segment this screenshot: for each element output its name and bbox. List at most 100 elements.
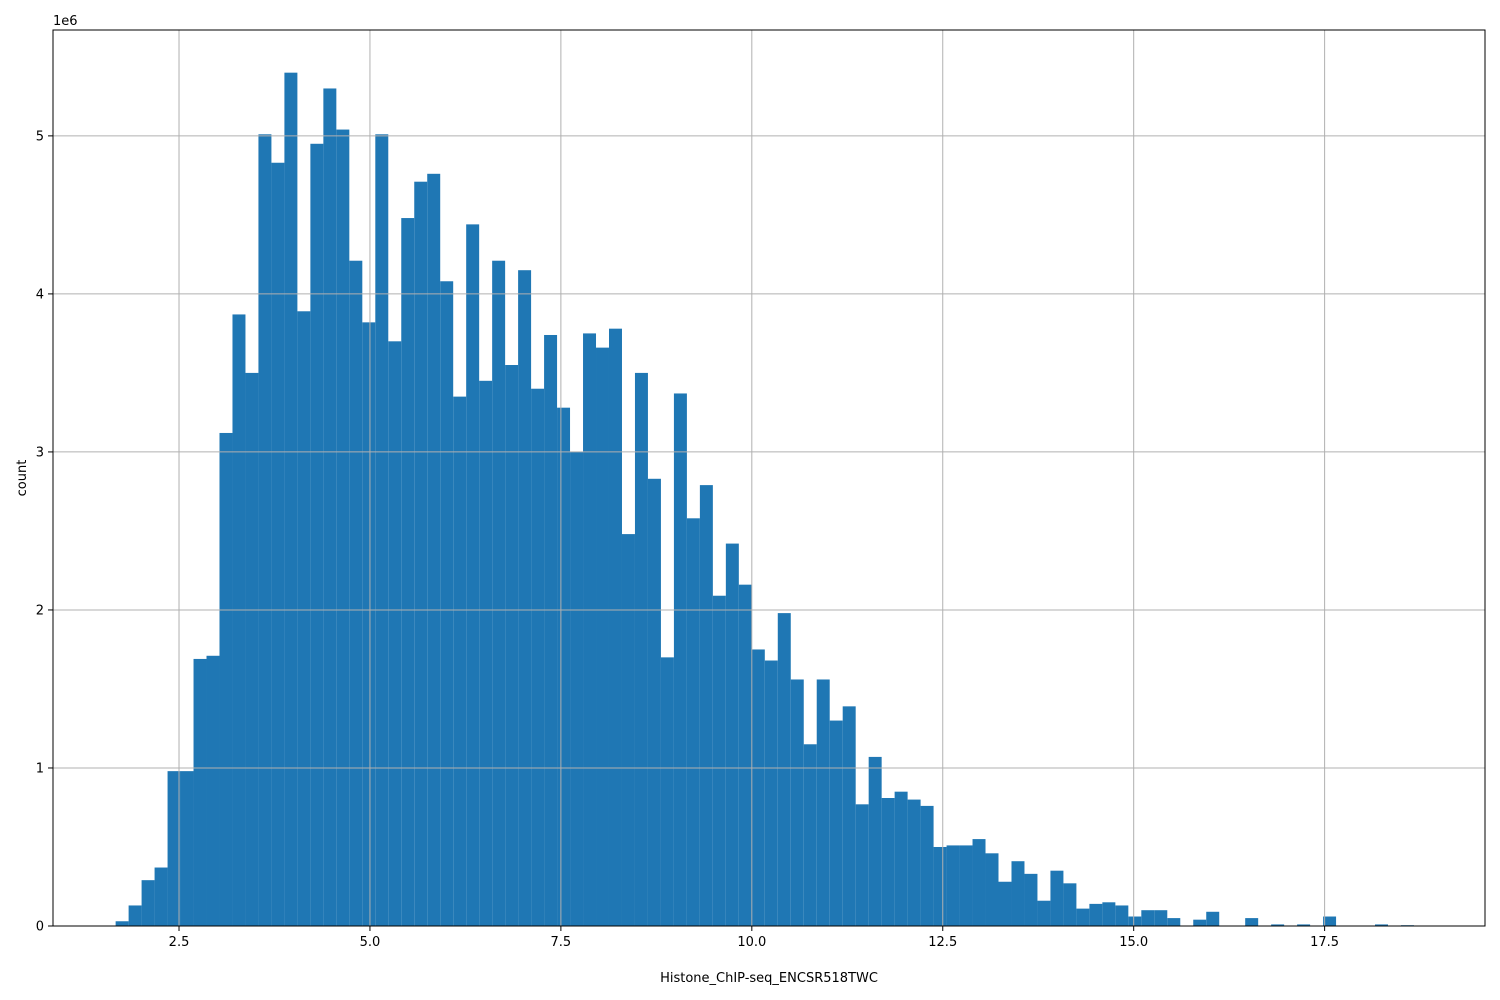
histogram-bar	[699, 485, 713, 926]
x-axis-ticks: 2.5 5.0 7.5 10.0 12.5 15.0 17.5	[169, 926, 1339, 950]
histogram-bar	[816, 679, 830, 926]
histogram-bar	[323, 88, 337, 927]
histogram-bar	[596, 347, 609, 926]
histogram-bar	[660, 657, 674, 926]
histogram-bar	[1375, 924, 1388, 926]
histogram-bar	[492, 260, 506, 927]
histogram-bar	[725, 543, 739, 926]
x-tick-label: 7.5	[551, 935, 572, 950]
histogram-bar	[1141, 910, 1155, 926]
histogram-bar	[154, 867, 168, 926]
histogram-bar	[349, 260, 363, 927]
histogram-bar	[1167, 918, 1181, 926]
histogram-bar	[933, 846, 947, 926]
histogram-bar	[583, 333, 597, 926]
histogram-bar	[570, 451, 584, 926]
y-tick-label: 2	[36, 603, 44, 618]
histogram-bar	[972, 839, 986, 926]
y-tick-label: 0	[36, 920, 44, 935]
histogram-bar	[466, 224, 480, 926]
histogram-bar	[232, 314, 246, 926]
histogram-bar	[894, 791, 908, 926]
histogram-bar	[621, 534, 635, 926]
x-tick-label: 5.0	[360, 935, 381, 950]
histogram-bar	[141, 880, 155, 926]
histogram-bar	[544, 334, 558, 926]
x-tick-label: 15.0	[1119, 935, 1148, 950]
histogram-bar	[842, 706, 856, 926]
histogram-bar	[868, 756, 882, 926]
histogram-bar	[712, 595, 726, 926]
x-axis-label: Histone_ChIP-seq_ENCSR518TWC	[660, 971, 878, 986]
histogram-bar	[855, 804, 869, 926]
histogram-bar	[1089, 903, 1103, 926]
histogram-bar	[167, 771, 181, 926]
histogram-bar	[829, 720, 843, 926]
histogram-bar	[673, 393, 687, 927]
histogram-bar	[336, 129, 350, 926]
histogram-bar	[1050, 870, 1064, 926]
histogram-bar	[193, 658, 207, 926]
histogram-bar	[180, 771, 194, 926]
histogram-bar	[920, 805, 934, 926]
histogram-bar	[881, 798, 895, 926]
histogram-bar	[401, 218, 415, 927]
histogram-bar	[1011, 861, 1025, 926]
histogram-bar	[427, 173, 441, 927]
histogram-bar	[764, 660, 778, 926]
histogram-bar	[219, 432, 233, 926]
histogram-bar	[518, 270, 532, 926]
x-tick-label: 10.0	[737, 935, 766, 950]
y-tick-label: 1	[36, 761, 44, 776]
histogram-bar	[1154, 910, 1168, 926]
histogram-bar	[998, 881, 1012, 926]
histogram-bar	[1323, 916, 1337, 926]
histogram-bar	[609, 328, 622, 926]
x-tick-label: 17.5	[1310, 935, 1339, 950]
histogram-bar	[128, 905, 142, 926]
histogram-bar	[1076, 908, 1090, 926]
plot-frame	[52, 29, 1486, 927]
histogram-bar	[1245, 918, 1259, 926]
histogram-bar	[686, 518, 700, 926]
histogram-bar	[985, 853, 999, 926]
histogram-bar	[1193, 919, 1207, 926]
histogram-bar	[1297, 924, 1311, 926]
histogram-bar	[531, 388, 545, 927]
histogram-bar	[1063, 883, 1077, 926]
histogram-bar	[362, 322, 376, 927]
histogram-bar	[803, 744, 817, 926]
y-tick-label: 4	[36, 287, 44, 302]
histogram-bar	[777, 613, 791, 926]
histogram-bar	[1206, 911, 1220, 926]
histogram-bar	[310, 143, 324, 926]
histogram-bar	[206, 655, 220, 926]
histogram-bar	[959, 845, 973, 926]
histogram-bar	[1037, 900, 1051, 926]
histogram-bars	[115, 72, 1414, 927]
histogram-bar	[790, 679, 804, 926]
x-tick-label: 2.5	[169, 935, 190, 950]
histogram-bar	[284, 72, 298, 927]
histogram-bar	[1024, 873, 1038, 926]
histogram-bar	[115, 921, 129, 926]
histogram-bar	[414, 181, 428, 926]
histogram-bar	[634, 372, 648, 926]
histogram-bar	[1115, 905, 1129, 926]
histogram-bar	[479, 380, 493, 926]
histogram-bar	[1271, 924, 1285, 926]
histogram-bar	[245, 372, 259, 926]
histogram-bar	[647, 478, 661, 926]
y-tick-label: 5	[36, 129, 44, 144]
x-tick-label: 12.5	[928, 935, 957, 950]
histogram-bar	[1102, 902, 1116, 926]
histogram-bar	[505, 365, 519, 926]
histogram-bar	[375, 134, 389, 927]
histogram-bar	[738, 584, 752, 926]
histogram-bar	[440, 281, 454, 926]
y-axis-ticks: 0 1 2 3 4 5	[36, 129, 53, 935]
histogram-bar	[557, 407, 571, 926]
histogram-bar	[388, 341, 402, 926]
histogram-bar	[258, 134, 272, 927]
